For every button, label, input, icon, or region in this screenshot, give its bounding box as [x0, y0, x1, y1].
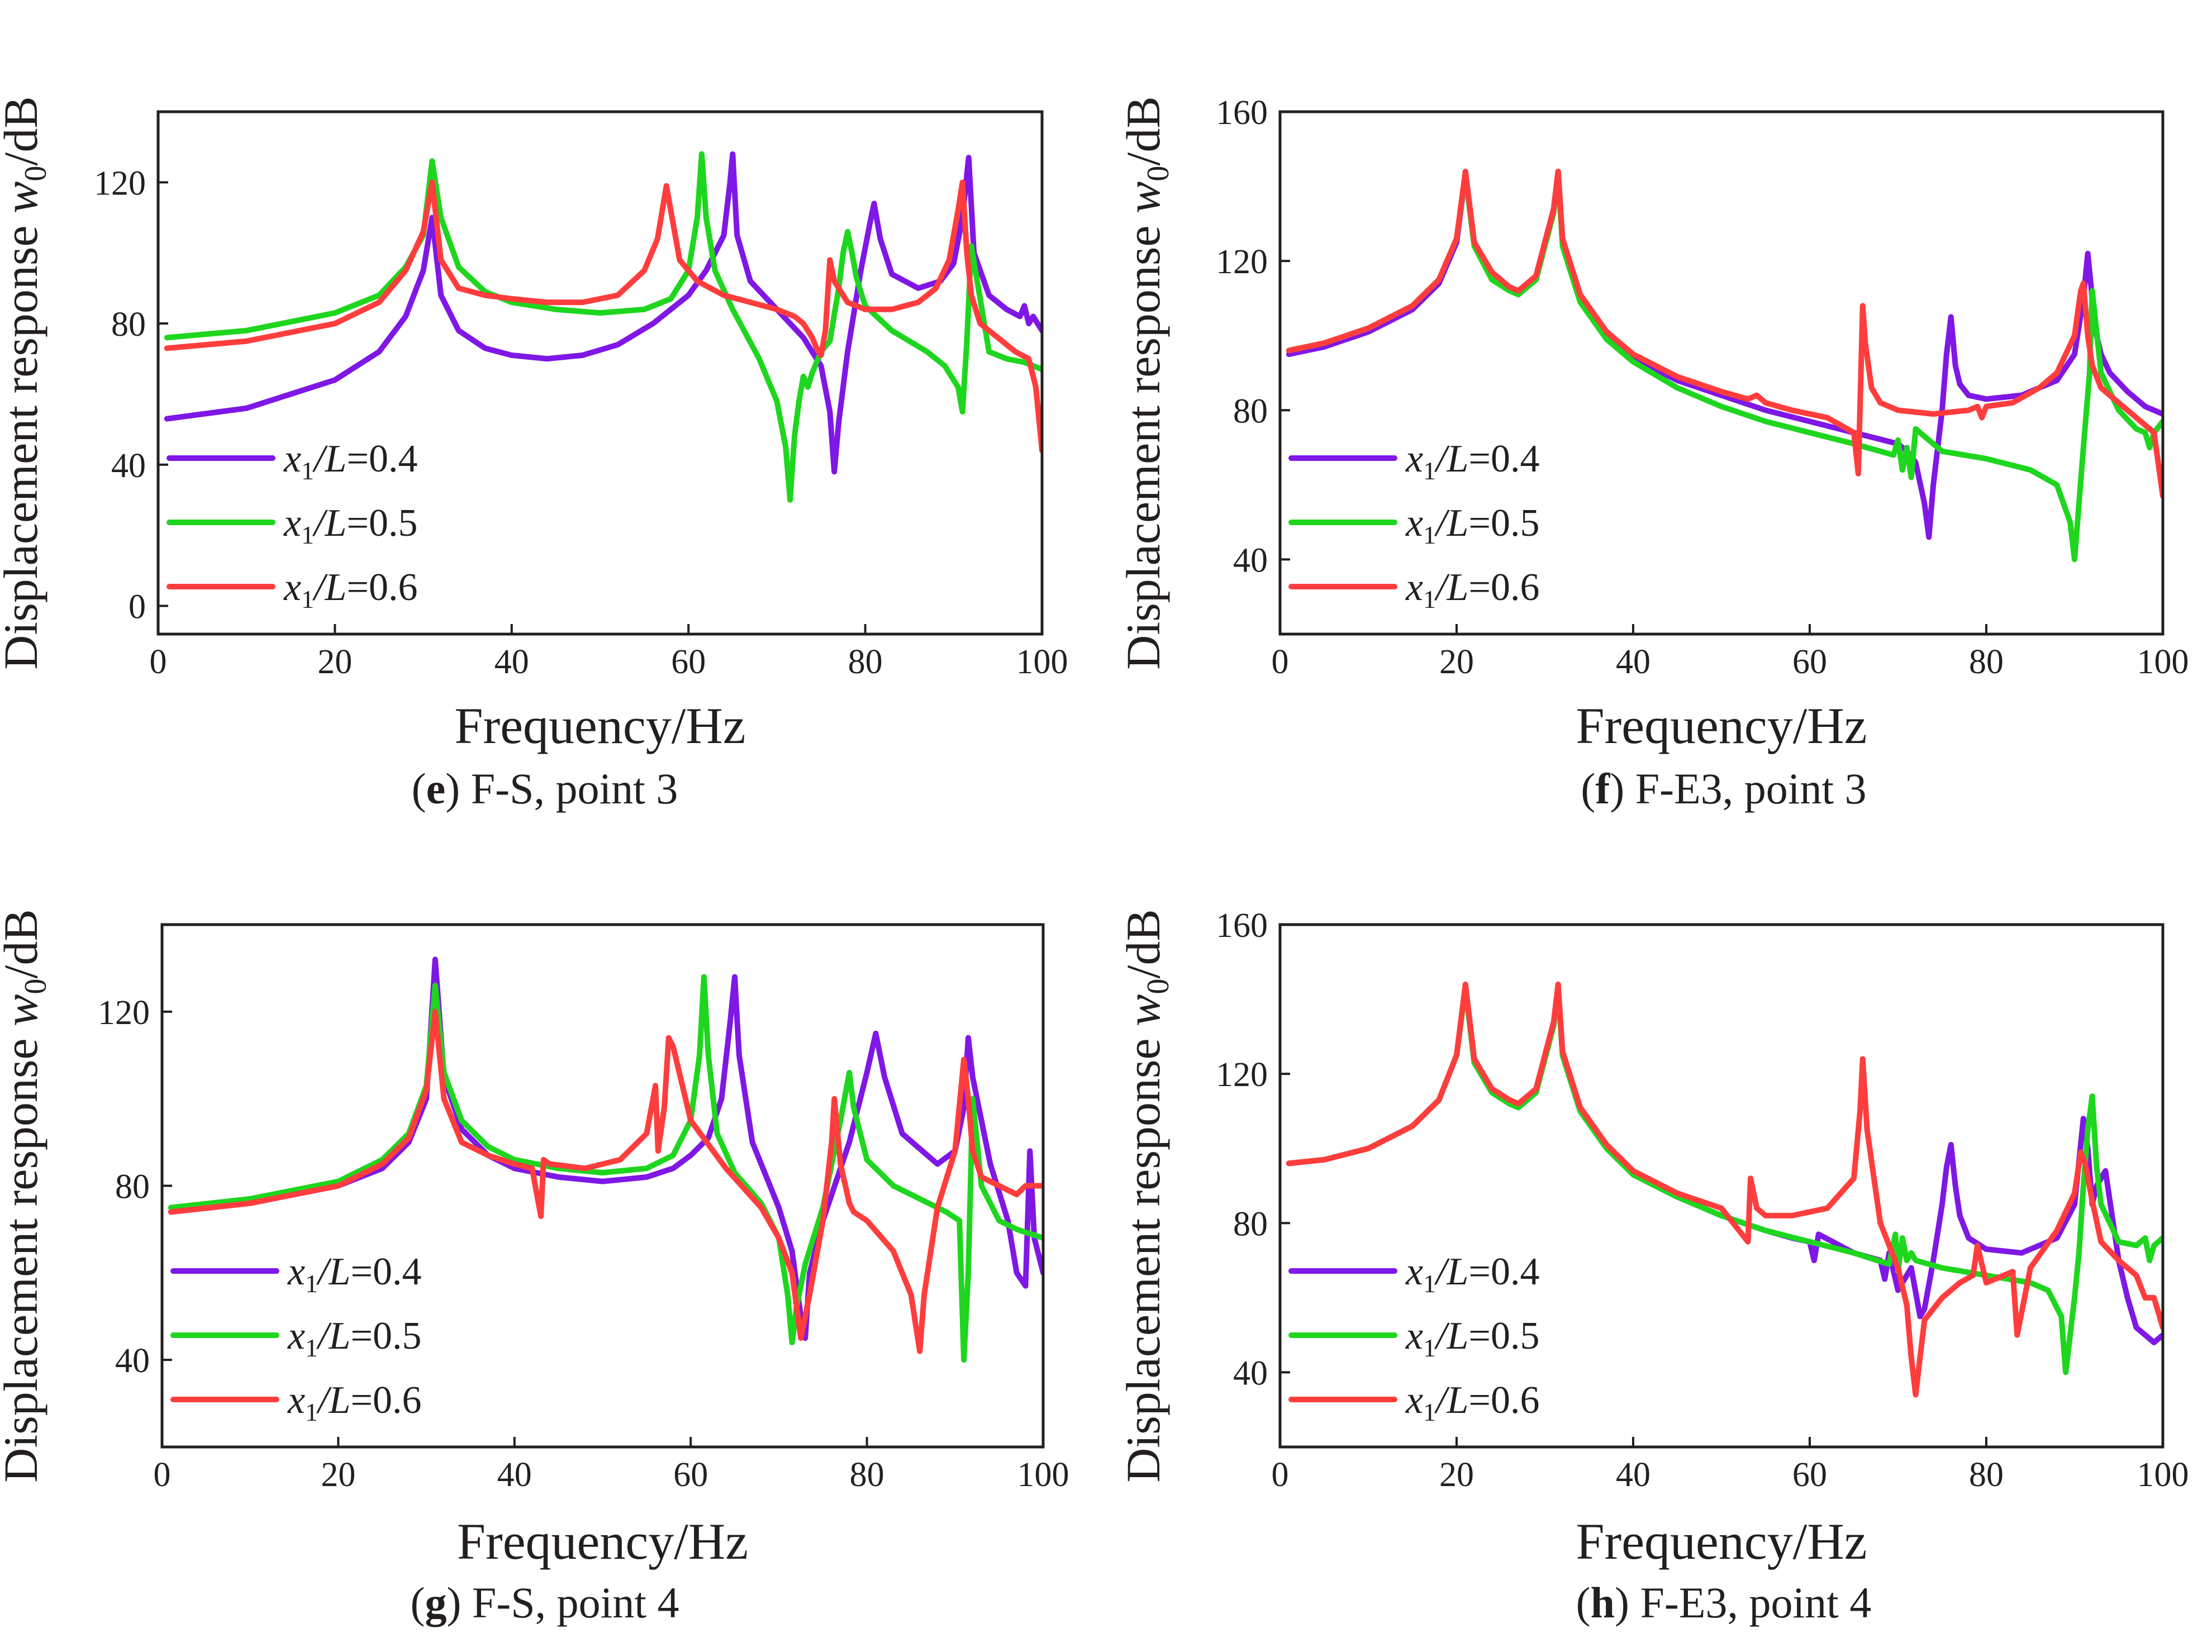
- y-tick-label: 40: [1233, 1354, 1268, 1392]
- y-tick-label: 160: [1216, 907, 1268, 945]
- y-tick-label: 0: [129, 588, 146, 626]
- y-tick-label: 160: [1216, 94, 1268, 132]
- legend-label: x1/L=0.4: [1405, 1250, 1539, 1298]
- legend-label: x1/L=0.5: [1405, 1315, 1539, 1362]
- panel-caption: (g) F-S, point 4: [410, 1578, 679, 1627]
- chart-panel-f: 0 20 40 60 80 100 40 80 120 160 Frequency/Hz Displa…: [1116, 94, 2189, 813]
- x-tick-label: 0: [1272, 643, 1289, 681]
- x-axis-label: Frequency/Hz: [457, 1513, 748, 1570]
- x-tick-label: 60: [671, 643, 706, 681]
- y-tick-label: 40: [1233, 541, 1268, 579]
- x-tick-label: 80: [1969, 1456, 2004, 1494]
- y-tick-label: 40: [115, 1342, 150, 1380]
- y-tick-label: 120: [98, 994, 150, 1032]
- series-line-x1L0-5-e: [164, 151, 1042, 503]
- x-tick-label: 20: [321, 1456, 355, 1494]
- plot-frame: [160, 923, 1045, 1449]
- y-axis-label: Displacement response w0/dB: [1116, 96, 1176, 669]
- series-line-x1L0-4-e: [164, 151, 1042, 475]
- panel-caption: (h) F-E3, point 4: [1576, 1578, 1872, 1627]
- y-tick-label: 80: [111, 306, 146, 344]
- series-line-x1L0-6-e: [164, 179, 1042, 454]
- series-line-x1L0-6-f: [1286, 168, 2163, 499]
- series-line-x1L0-5-h: [1286, 985, 2163, 1375]
- plot-frame: [1278, 110, 2165, 636]
- x-tick-label: 60: [1792, 643, 1827, 681]
- x-axis-label: Frequency/Hz: [454, 697, 745, 754]
- x-axis-label: Frequency/Hz: [1576, 697, 1867, 754]
- x-tick-label: 80: [848, 643, 883, 681]
- legend-label: x1/L=0.5: [1405, 502, 1539, 549]
- chart-panel-g: 0 20 40 60 80 100 40 80 120 Frequency/Hz Displacem…: [0, 909, 1069, 1627]
- plot-frame: [1278, 923, 2165, 1449]
- panel-caption: (f) F-E3, point 3: [1581, 764, 1866, 813]
- x-tick-label: 100: [1017, 1456, 1069, 1494]
- x-tick-label: 40: [497, 1456, 532, 1494]
- x-tick-label: 0: [154, 1456, 171, 1494]
- x-tick-label: 20: [317, 643, 352, 681]
- x-tick-label: 40: [1616, 643, 1650, 681]
- series-line-x1L0-6-h: [1286, 981, 2163, 1398]
- x-tick-label: 100: [2137, 1456, 2189, 1494]
- x-tick-label: 0: [1272, 1456, 1289, 1494]
- x-tick-label: 20: [1439, 1456, 1474, 1494]
- chart-panel-h: 0 20 40 60 80 100 40 80 120 160 Frequency/Hz Displa…: [1116, 907, 2189, 1627]
- legend-label: x1/L=0.6: [283, 566, 417, 613]
- x-tick-label: 100: [2137, 643, 2189, 681]
- y-axis-label: Displacement response w0/dB: [0, 96, 53, 669]
- y-tick-label: 80: [1233, 1205, 1268, 1243]
- x-axis-label: Frequency/Hz: [1576, 1513, 1867, 1570]
- x-tick-label: 40: [494, 643, 529, 681]
- series-line-x1L0-4-f: [1286, 168, 2163, 540]
- x-tick-label: 80: [850, 1456, 884, 1494]
- legend-label: x1/L=0.5: [283, 502, 417, 549]
- y-axis-label: Displacement response w0/dB: [0, 909, 53, 1482]
- legend-label: x1/L=0.4: [283, 437, 417, 485]
- legend-label: x1/L=0.6: [1405, 566, 1539, 613]
- x-tick-label: 20: [1439, 643, 1474, 681]
- x-tick-label: 80: [1969, 643, 2004, 681]
- series-line-x1L0-6-g: [168, 1008, 1043, 1354]
- chart-panel-e: 0 20 40 60 80 100 0 40 80 120 Frequency/Hz Displace…: [0, 96, 1068, 813]
- y-tick-label: 120: [1216, 1056, 1268, 1094]
- legend-label: x1/L=0.4: [287, 1250, 421, 1298]
- y-tick-label: 120: [94, 164, 146, 202]
- y-tick-label: 80: [115, 1168, 150, 1206]
- legend-label: x1/L=0.6: [287, 1379, 421, 1426]
- legend-label: x1/L=0.4: [1405, 437, 1539, 485]
- plot-frame: [156, 110, 1044, 636]
- x-tick-label: 100: [1016, 643, 1068, 681]
- y-tick-label: 40: [111, 447, 146, 485]
- panel-caption: (e) F-S, point 3: [412, 764, 678, 813]
- y-tick-label: 80: [1233, 392, 1268, 430]
- x-tick-label: 40: [1616, 1456, 1650, 1494]
- x-tick-label: 0: [150, 643, 167, 681]
- legend-label: x1/L=0.6: [1405, 1379, 1539, 1426]
- x-tick-label: 60: [673, 1456, 708, 1494]
- x-tick-label: 60: [1792, 1456, 1827, 1494]
- y-axis-label: Displacement response w0/dB: [1116, 909, 1176, 1482]
- y-tick-label: 120: [1216, 243, 1268, 281]
- legend-label: x1/L=0.5: [287, 1315, 421, 1362]
